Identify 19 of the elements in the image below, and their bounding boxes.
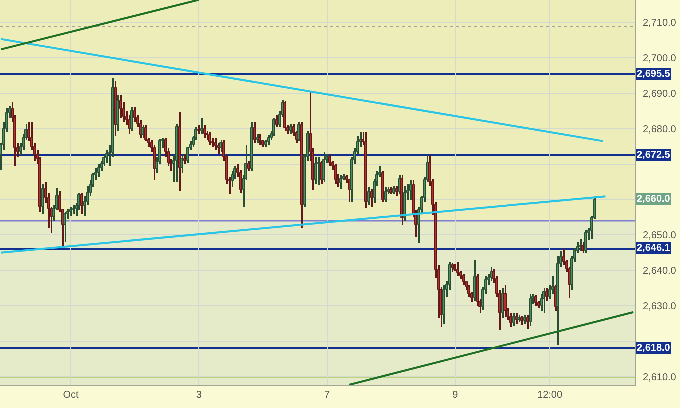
y-tick-label: 2,680.0	[643, 124, 677, 136]
y-tick-label: 2,630.0	[643, 302, 677, 313]
y-tick-label: 2,640.0	[643, 266, 677, 278]
x-tick-label: 12:00	[538, 390, 563, 401]
ref-line-label: 2,646.1	[637, 243, 671, 254]
x-tick-label: Oct	[63, 390, 80, 401]
candlestick	[318, 157, 320, 185]
y-tick-label: 2,610.0	[643, 372, 677, 384]
ref-line-label: 2,695.5	[637, 69, 671, 80]
y-tick-label: 2,710.0	[643, 18, 677, 30]
y-tick-label: 2,690.0	[643, 89, 677, 100]
ref-line-label: 2,660.0	[637, 194, 671, 205]
x-tick-label: 3	[196, 390, 202, 401]
ref-line-label: 2,672.5	[637, 150, 671, 161]
ref-line-label: 2,618.0	[637, 343, 671, 354]
x-tick-label: 7	[324, 390, 330, 401]
y-tick-label: 2,700.0	[643, 54, 677, 65]
x-tick-label: 9	[452, 390, 459, 401]
y-tick-label: 2,650.0	[643, 230, 677, 242]
